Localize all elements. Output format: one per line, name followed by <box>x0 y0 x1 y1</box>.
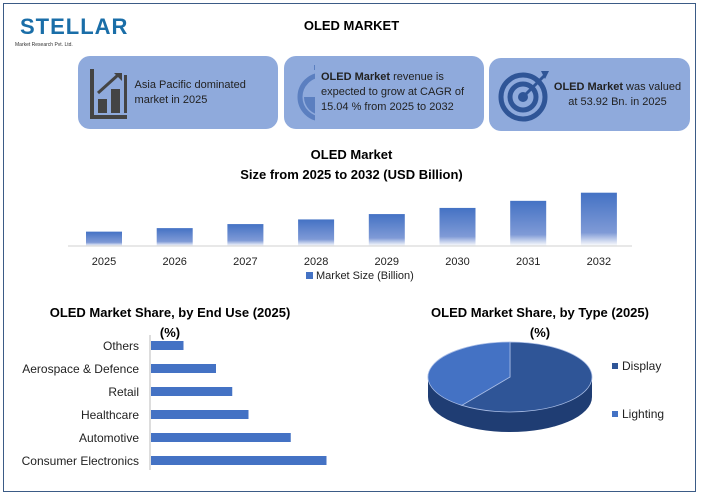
card-text-rest: was valued at 53.92 Bn. in 2025 <box>568 80 682 108</box>
bar-2028 <box>298 219 335 246</box>
category-label: Healthcare <box>81 408 139 422</box>
title-line1: OLED Market <box>310 147 393 162</box>
x-tick-label: 2027 <box>233 256 257 268</box>
bar-Others <box>151 341 184 350</box>
bar-2032 <box>580 192 617 246</box>
page-title: OLED MARKET <box>303 18 400 33</box>
bar-Automotive <box>151 433 291 442</box>
target-icon <box>498 70 549 121</box>
bar-2025 <box>86 231 122 246</box>
bar-2027 <box>227 224 264 246</box>
category-label: Automotive <box>79 431 139 445</box>
card-bold: OLED Market <box>553 80 623 93</box>
title-line2: Size from 2025 to 2032 (USD Billion) <box>240 167 463 182</box>
card-text: OLED Market was valued at 53.92 Bn. in 2… <box>553 80 682 110</box>
legend-label: Market Size (Billion) <box>316 270 414 282</box>
legend-swatch <box>612 411 618 417</box>
category-label: Aerospace & Defence <box>22 362 139 376</box>
bar-2031 <box>510 200 547 246</box>
legend-swatch <box>612 363 618 369</box>
card-cagr: OLED Market revenue is expected to grow … <box>284 56 484 129</box>
bar-Retail <box>151 387 233 396</box>
stellar-logo: STELLAR Market Research Pvt. Ltd. <box>14 12 134 48</box>
category-label: Others <box>103 339 139 353</box>
pie-slice-display <box>460 341 593 413</box>
stopwatch-icon <box>297 64 315 120</box>
card-bold: OLED Market <box>320 71 391 83</box>
title-line1: OLED Market Share, by End Use (2025) <box>49 305 291 320</box>
legend-swatch <box>306 272 313 279</box>
bar-2030 <box>439 207 476 246</box>
logo-tagline: Market Research Pvt. Ltd. <box>15 42 73 48</box>
size-chart-title: OLED Market Size from 2025 to 2032 (USD … <box>0 145 703 185</box>
title-line1: OLED Market Share, by Type (2025) <box>431 305 649 320</box>
x-tick-label: 2028 <box>304 256 328 268</box>
bar-Consumer Electronics <box>151 456 327 465</box>
type-chart-title: OLED Market Share, by Type (2025) (%) <box>405 303 675 343</box>
pie-slice-lighting <box>427 341 511 406</box>
card-region: Asia Pacific dominated market in 2025 <box>78 56 278 129</box>
x-tick-label: 2030 <box>445 256 469 268</box>
bar-Healthcare <box>151 410 249 419</box>
card-text: Asia Pacific dominated market in 2025 <box>134 78 246 106</box>
legend-label: Display <box>622 359 661 373</box>
type-pie-chart: Display Lighting <box>427 341 664 432</box>
legend-label: Lighting <box>622 407 664 421</box>
category-label: Retail <box>108 385 139 399</box>
category-label: Consumer Electronics <box>22 454 139 468</box>
logo-name: STELLAR <box>20 14 129 39</box>
card-text: OLED Market revenue is expected to grow … <box>321 70 476 115</box>
bar-2026 <box>156 228 193 246</box>
bar-2029 <box>368 214 405 246</box>
x-tick-label: 2029 <box>375 256 399 268</box>
x-tick-label: 2032 <box>587 256 611 268</box>
x-tick-label: 2025 <box>92 256 116 268</box>
enduse-bar-chart: Others Aerospace & Defence Retail Healthcar… <box>22 335 327 470</box>
title-line2: (%) <box>529 325 551 340</box>
x-tick-label: 2026 <box>162 256 186 268</box>
card-text-rest: revenue is expected to grow at CAGR of 1… <box>320 71 465 113</box>
bar-chart-growth-icon <box>90 68 127 119</box>
bar-Aerospace & Defence <box>151 364 216 373</box>
infographic-frame <box>3 3 696 492</box>
enduse-chart-title: OLED Market Share, by End Use (2025) (%) <box>20 303 320 343</box>
market-size-bar-chart: 2025 2026 2027 2028 2029 2030 2031 2032 Market S… <box>68 192 632 282</box>
card-value: OLED Market was valued at 53.92 Bn. in 2… <box>489 58 690 131</box>
title-line2: (%) <box>159 325 181 340</box>
x-tick-label: 2031 <box>516 256 540 268</box>
